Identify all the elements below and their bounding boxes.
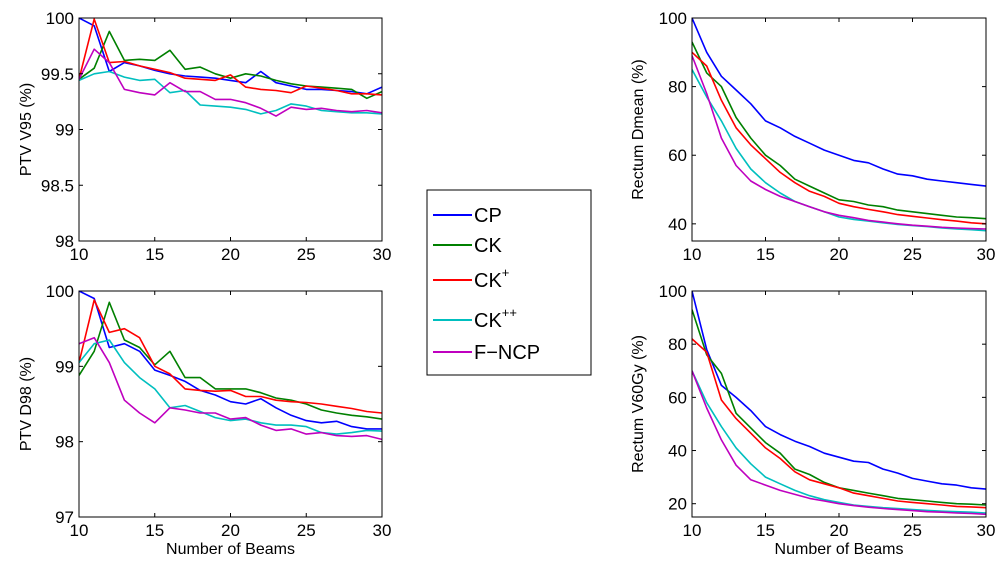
legend-item: CK <box>433 235 502 257</box>
x-tick-label: 20 <box>830 521 849 540</box>
legend-label: F−NCP <box>474 342 540 364</box>
legend-box <box>426 189 592 376</box>
legend-label: CP <box>474 205 502 227</box>
legend-item: CK+ <box>433 265 509 292</box>
series-group <box>692 18 986 232</box>
series-line-ckplusplus <box>79 339 382 435</box>
series-line-ckplusplus <box>79 70 382 115</box>
x-tick-label: 25 <box>903 245 922 264</box>
series-line-ckplus <box>79 18 382 96</box>
y-axis-label: PTV V95 (%) <box>18 83 35 176</box>
y-axis-label: Rectum V60Gy (%) <box>630 335 647 473</box>
x-tick-label: 20 <box>221 521 240 540</box>
series-line-fncp <box>692 55 986 230</box>
x-tick-label: 20 <box>830 245 849 264</box>
y-tick-label: 97 <box>55 508 74 527</box>
y-tick-label: 98 <box>55 433 74 452</box>
series-line-ckplus <box>692 338 986 509</box>
y-tick-label: 60 <box>668 388 687 407</box>
series-line-fncp <box>79 48 382 117</box>
legend-label: CK+ <box>474 265 509 292</box>
x-tick-label: 15 <box>756 521 775 540</box>
y-tick-label: 80 <box>668 78 687 97</box>
y-tick-label: 20 <box>668 495 687 514</box>
legend: CP CK CK+ CK++ F−NCP <box>426 189 592 376</box>
x-tick-label: 30 <box>977 245 996 264</box>
x-tick-label: 10 <box>70 521 89 540</box>
series-group <box>79 18 382 117</box>
chart-1: 10 15 20 25 30 98 98.5 99 99.5 100 PTV V95 (%) <box>18 9 391 264</box>
series-line-fncp <box>79 336 382 441</box>
chart-3: 10 15 20 25 30 40 60 80 100 Rectum Dmean (%) <box>630 9 995 264</box>
series-line-cp <box>79 18 382 95</box>
series-line-ck <box>692 309 986 506</box>
x-tick-label: 10 <box>70 245 89 264</box>
x-tick-label: 25 <box>297 521 316 540</box>
plots-layer: 10 15 20 25 30 98 98.5 99 99.5 100 PTV V95 (%) 10 15… <box>18 9 995 558</box>
y-tick-label: 99 <box>55 357 74 376</box>
x-tick-label: 25 <box>297 245 316 264</box>
x-axis-label: Number of Beams <box>775 541 904 558</box>
x-tick-label: 30 <box>977 521 996 540</box>
y-tick-label: 100 <box>46 9 74 28</box>
x-tick-label: 15 <box>145 521 164 540</box>
y-tick-label: 99.5 <box>41 65 74 84</box>
axes-frame <box>78 17 383 242</box>
y-tick-label: 60 <box>668 146 687 165</box>
x-tick-label: 10 <box>683 245 702 264</box>
series-line-cp <box>79 291 382 430</box>
y-tick-label: 40 <box>668 215 687 234</box>
x-tick-label: 15 <box>756 245 775 264</box>
legend-item: CK++ <box>433 305 517 332</box>
legend-label: CK <box>474 235 502 257</box>
legend-item: F−NCP <box>433 342 540 364</box>
series-line-ck <box>79 301 382 420</box>
x-tick-label: 30 <box>373 245 392 264</box>
series-line-ckplusplus <box>692 370 986 514</box>
y-tick-label: 100 <box>659 282 687 301</box>
chart-4: 10 15 20 25 30 20 40 60 80 100 Rectum V60Gy (%) Num… <box>630 282 995 558</box>
y-tick-label: 98.5 <box>41 176 74 195</box>
series-line-fncp <box>692 370 986 516</box>
y-tick-label: 80 <box>668 335 687 354</box>
legend-label: CK++ <box>474 305 517 332</box>
x-tick-label: 10 <box>683 521 702 540</box>
series-line-ck <box>692 41 986 220</box>
chart-2: 10 15 20 25 30 97 98 99 100 PTV D98 (%) Number of … <box>18 282 391 558</box>
x-axis-label: Number of Beams <box>166 541 295 558</box>
y-tick-label: 98 <box>55 232 74 251</box>
y-axis-label: Rectum Dmean (%) <box>630 59 647 199</box>
series-line-cp <box>692 18 986 187</box>
series-line-ck <box>79 30 382 100</box>
y-tick-label: 99 <box>55 121 74 140</box>
axes-frame <box>78 290 383 518</box>
x-tick-label: 25 <box>903 521 922 540</box>
series-group <box>79 291 382 441</box>
y-tick-label: 100 <box>659 9 687 28</box>
axes-frame <box>691 17 987 242</box>
legend-item: CP <box>433 205 502 227</box>
series-line-ckplus <box>79 299 382 414</box>
series-line-cp <box>692 291 986 490</box>
y-axis-label: PTV D98 (%) <box>18 357 35 451</box>
series-line-ckplusplus <box>692 69 986 232</box>
y-tick-label: 40 <box>668 442 687 461</box>
series-group <box>692 291 986 516</box>
x-tick-label: 20 <box>221 245 240 264</box>
x-tick-label: 30 <box>373 521 392 540</box>
x-tick-label: 15 <box>145 245 164 264</box>
y-tick-label: 100 <box>46 282 74 301</box>
series-line-ckplus <box>692 51 986 225</box>
